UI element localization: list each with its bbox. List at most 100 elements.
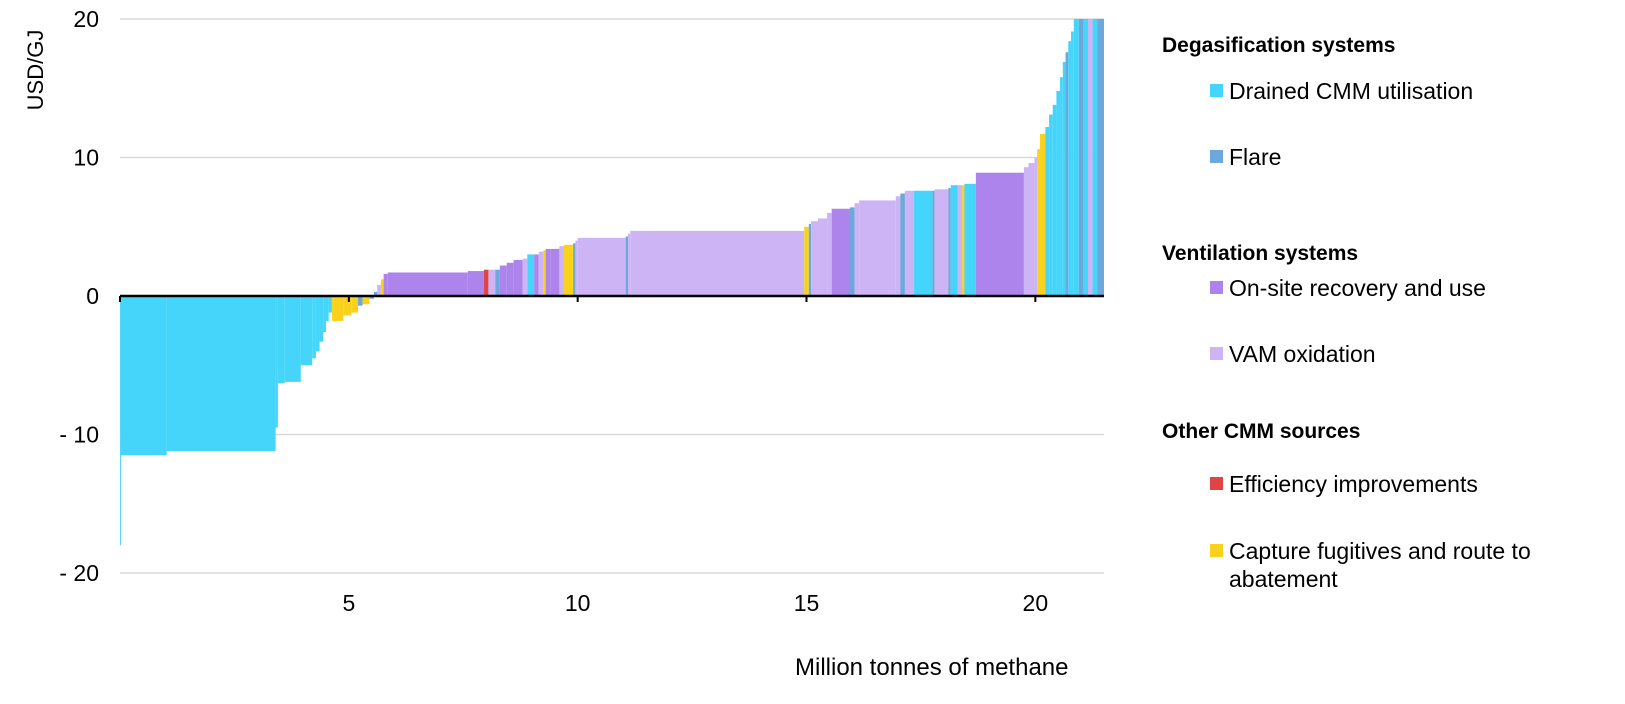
y-tick-label: - 10 <box>59 422 99 448</box>
cost-bar-drained <box>328 296 332 313</box>
cost-bar-vam <box>1023 167 1029 296</box>
cost-bar-capture <box>563 244 574 296</box>
cost-bar-capture <box>380 279 384 296</box>
legend-label-efficiency: Efficiency improvements <box>1229 471 1478 497</box>
legend-swatch-vam-oxidation <box>1210 347 1223 360</box>
x-axis-tick-labels: 5 10 15 20 <box>342 590 1048 616</box>
y-axis-title: USD/GJ <box>23 29 48 111</box>
cost-bar-flare <box>932 190 935 296</box>
cost-bar-vam <box>895 196 901 296</box>
cost-bar-drained <box>284 296 301 382</box>
cost-bar-flare <box>369 296 375 299</box>
x-tick-label: 15 <box>794 590 820 616</box>
cost-bar-flare <box>625 236 629 296</box>
cost-bar-vam <box>1028 163 1035 296</box>
legend-group-other-cmm: Other CMM sources <box>1162 420 1361 443</box>
x-tick-label: 10 <box>565 590 591 616</box>
cost-bar-drained <box>323 296 326 333</box>
cost-bar-drained <box>1056 91 1061 297</box>
cost-bar-drained <box>1073 19 1079 296</box>
cost-bar-onsite <box>387 272 468 296</box>
cost-bar-drained <box>1068 41 1072 296</box>
cost-bar-drained <box>300 296 313 366</box>
cost-bar-flare <box>357 296 363 306</box>
legend-swatch-efficiency <box>1210 477 1223 490</box>
legend-item-capture-fugitives: Capture fugitives and route to abatement <box>1210 537 1610 593</box>
cost-bar-capture <box>962 185 965 296</box>
cost-bar-onsite <box>545 248 551 296</box>
x-tick-label: 5 <box>342 590 355 616</box>
legend-label-capture-fugitives: Capture fugitives and route to abatement <box>1229 538 1531 592</box>
y-tick-label: 10 <box>73 145 99 171</box>
cost-bar-vam <box>854 203 860 296</box>
cost-bar-flare <box>808 223 812 296</box>
cost-bar-efficiency <box>483 269 489 296</box>
cost-bar-capture <box>343 296 352 316</box>
cost-bar-vam <box>559 246 564 296</box>
legend-swatch-onsite-recovery <box>1210 281 1223 294</box>
cost-bar-drained <box>1071 31 1074 297</box>
cost-bar-onsite <box>499 265 507 296</box>
cost-bar-capture <box>1039 133 1046 296</box>
legend-item-vam-oxidation: VAM oxidation <box>1210 340 1610 368</box>
cost-bar-vam <box>628 233 631 296</box>
legend-item-onsite-recovery: On-site recovery and use <box>1210 274 1610 302</box>
legend-group-degasification: Degasification systems <box>1162 34 1396 57</box>
cost-bar-onsite <box>383 273 388 296</box>
cost-bar-onsite <box>534 254 539 296</box>
cost-bar-onsite <box>975 172 1024 296</box>
cost-bar-vam <box>575 240 578 296</box>
cost-bar-drained <box>914 190 933 296</box>
cost-bar-vam <box>934 189 949 296</box>
cost-bar-drained <box>120 296 121 546</box>
cost-bar-flare <box>374 291 378 296</box>
cost-bar-flare <box>1097 19 1104 296</box>
legend-group-ventilation: Ventilation systems <box>1162 242 1359 265</box>
legend-label-flare: Flare <box>1229 144 1282 170</box>
cost-bar-vam <box>377 284 381 296</box>
cost-bar-vam <box>957 185 963 296</box>
cost-bar-drained <box>950 185 958 296</box>
cost-bar-vam <box>1034 157 1038 296</box>
cost-bar-drained <box>277 296 285 384</box>
legend-item-drained-cmm: Drained CMM utilisation <box>1210 77 1610 105</box>
cost-bar-vam <box>904 190 915 296</box>
cost-bar-drained <box>1045 127 1050 296</box>
cost-bar-onsite <box>513 259 523 296</box>
y-tick-label: 0 <box>86 283 99 309</box>
cost-bar-drained <box>312 296 316 359</box>
cost-bar-drained <box>1060 77 1063 296</box>
x-axis <box>119 294 1104 302</box>
cost-bar-drained <box>319 296 324 342</box>
gridlines <box>120 18 1104 574</box>
cost-bar-drained <box>1092 19 1098 296</box>
cost-bar-flare <box>1065 52 1069 296</box>
legend-swatch-drained-cmm <box>1210 84 1223 97</box>
cost-bar-drained <box>166 296 276 452</box>
cost-bar-flare <box>573 243 576 296</box>
cost-bar-capture <box>362 296 370 305</box>
cost-bar-drained <box>275 296 278 428</box>
cost-bar-vam <box>630 230 805 296</box>
y-axis-tick-labels: 20 10 0 - 10 - 20 <box>59 6 99 586</box>
cost-bar-onsite <box>831 208 850 296</box>
cost-bar-drained <box>964 183 976 296</box>
legend-swatch-capture-fugitives <box>1210 544 1223 557</box>
cost-bar-flare <box>495 269 500 296</box>
cost-bar-vam <box>577 237 626 296</box>
cost-bar-capture <box>543 250 546 296</box>
cost-bar-capture <box>351 296 358 313</box>
cost-bar-drained <box>120 296 167 456</box>
cost-bar-onsite <box>550 248 560 296</box>
cost-bar-capture <box>1037 149 1040 296</box>
cost-bar-vam <box>488 269 496 296</box>
cost-bar-drained <box>325 296 329 321</box>
cost-bar-drained <box>527 254 535 296</box>
cost-bar-onsite <box>506 262 514 296</box>
x-axis-title: Million tonnes of methane <box>795 654 1069 681</box>
cost-bar-vam <box>811 221 818 296</box>
cost-bar-vam <box>1087 19 1093 296</box>
cost-bar-drained <box>1062 61 1066 297</box>
cost-bar-vam <box>522 258 528 296</box>
cost-bar-flare <box>849 207 855 296</box>
